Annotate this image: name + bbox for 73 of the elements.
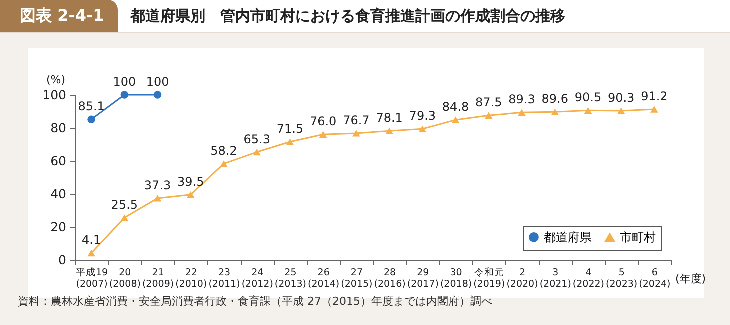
point <box>617 108 626 114</box>
y-axis-title: (%) <box>46 74 66 86</box>
y-tick-label: 60 <box>50 154 67 168</box>
data-label: 76.7 <box>343 113 370 128</box>
point <box>485 112 493 119</box>
point <box>518 109 526 116</box>
data-label: 89.3 <box>508 92 536 107</box>
data-label: 78.1 <box>376 111 403 126</box>
x-tick-label: 4 (2022) <box>572 268 605 290</box>
point <box>386 128 394 134</box>
data-label: 39.5 <box>178 174 204 189</box>
data-label: 91.2 <box>641 90 668 104</box>
x-tick-label: 21 (2009) <box>142 268 174 290</box>
data-label: 85.1 <box>78 100 105 114</box>
point <box>220 160 228 168</box>
x-tick-label: 2 (2020) <box>506 268 538 290</box>
data-label: 87.5 <box>476 96 502 110</box>
data-label: 100 <box>113 75 136 89</box>
point <box>452 116 460 124</box>
data-label: 89.6 <box>542 92 568 106</box>
x-tick-label: 22 (2010) <box>176 268 208 290</box>
x-tick-label: 25 (2013) <box>274 268 307 290</box>
x-tick-label: 30 (2018) <box>440 268 472 290</box>
x-tick-label: 5 (2023) <box>606 268 638 290</box>
point <box>154 91 162 99</box>
x-tick-label: 24 (2012) <box>242 268 274 290</box>
data-label: 37.3 <box>144 178 172 192</box>
data-label: 25.5 <box>111 198 138 212</box>
data-label: 76.0 <box>310 114 337 129</box>
legend-label: 市町村 <box>620 230 656 245</box>
x-tick-label: 6 (2024) <box>639 268 671 290</box>
point <box>120 91 129 99</box>
point <box>418 126 427 133</box>
data-label: 100 <box>146 75 170 89</box>
point <box>154 195 162 202</box>
point <box>253 148 261 156</box>
data-label: 90.3 <box>608 91 635 106</box>
point <box>120 214 129 222</box>
text: 図表 2-4-1 <box>0 0 118 32</box>
chart-title: 都道府県別 管内市町村における食育推進計画の作成割合の推移 <box>130 6 566 26</box>
data-label: 58.2 <box>210 144 238 158</box>
point <box>88 250 96 257</box>
legend-label: 都道府県 <box>544 230 592 244</box>
data-label: 79.3 <box>409 109 436 124</box>
y-tick-label: 40 <box>50 186 67 202</box>
data-label: 71.5 <box>276 122 304 136</box>
point <box>352 130 360 137</box>
data-label: 84.8 <box>442 100 470 114</box>
x-tick-label: 令和元 (2019) <box>474 266 506 290</box>
point <box>650 106 658 113</box>
point <box>584 107 592 114</box>
point <box>88 116 96 124</box>
x-tick-label: 平成19 (2007) <box>76 266 108 290</box>
y-tick-label: 80 <box>50 120 67 136</box>
x-tick-label: 29 (2017) <box>407 268 439 290</box>
point <box>187 191 195 198</box>
data-label: 90.5 <box>574 90 602 105</box>
x-tick-label: 23 (2011) <box>208 268 240 290</box>
x-tick-label: 28 (2016) <box>374 268 406 290</box>
point <box>551 108 559 116</box>
data-label: 65.3 <box>244 132 270 146</box>
x-tick-label: 26 (2014) <box>308 268 340 290</box>
point <box>286 138 294 146</box>
x-tick-label: 27 (2015) <box>341 268 373 290</box>
x-tick-label: 3 (2021) <box>540 268 572 290</box>
x-tick-label: 20 (2008) <box>109 268 141 290</box>
data-label: 4.1 <box>82 233 102 248</box>
text: 資料：農林水産省消費・安全局消費者行政・食育課（平成 27（2015）年度までは内閣府）調べ <box>18 294 492 309</box>
y-tick-label: 0 <box>58 252 67 268</box>
y-tick-label: 100 <box>42 88 67 102</box>
point <box>319 131 328 138</box>
x-axis-title: (年度) <box>676 272 706 286</box>
y-tick-label: 20 <box>50 220 67 234</box>
